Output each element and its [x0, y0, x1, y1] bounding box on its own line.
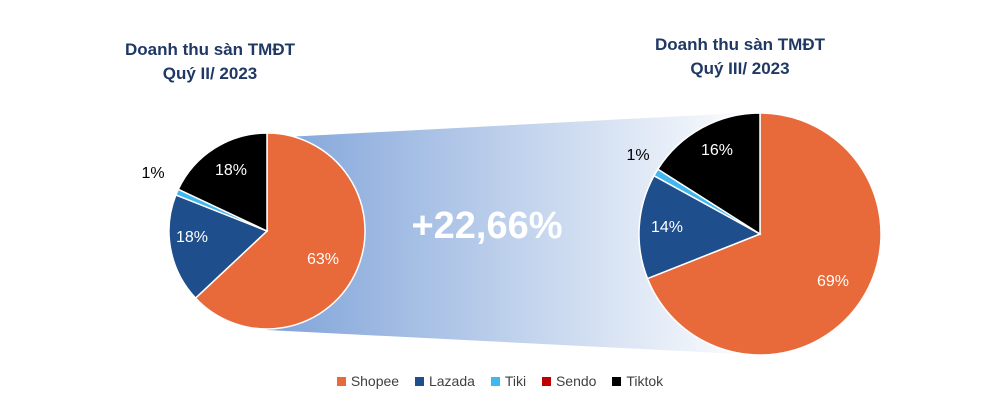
pie-slice-lazada: [638, 174, 762, 280]
chart-legend: Shopee Lazada Tiki Sendo Tiktok: [0, 373, 1000, 389]
data-label-shopee: 69%: [817, 273, 849, 290]
growth-label: +22,66%: [411, 205, 562, 247]
chart-subtitle-line: Quý II/ 2023: [162, 64, 258, 83]
pie-slice-lazada: [168, 193, 269, 300]
legend-swatch: [336, 377, 346, 386]
growth-band: [267, 112, 760, 355]
data-label-tiki: 1%: [141, 165, 164, 182]
chart-title-q2: Doanh thu sàn TMĐT Quý II/ 2023: [110, 38, 310, 86]
chart-title-line: Doanh thu sàn TMĐT: [655, 35, 825, 54]
pie-chart-q3: 69% 14% 1% 16%: [626, 112, 882, 356]
legend-item-tiki: Tiki: [490, 373, 527, 389]
data-label-tiktok: 18%: [215, 162, 247, 179]
legend-swatch: [490, 377, 500, 386]
legend-item-sendo: Sendo: [541, 373, 597, 389]
legend-label: Sendo: [555, 373, 597, 389]
chart-title-line: Doanh thu sàn TMĐT: [125, 40, 295, 59]
pie-slice-tiktok: [656, 112, 761, 236]
legend-swatch: [541, 377, 551, 386]
legend-item-tiktok: Tiktok: [612, 373, 663, 389]
legend-item-shopee: Shopee: [336, 373, 400, 389]
legend-swatch: [612, 377, 622, 386]
data-label-lazada: 18%: [176, 229, 208, 246]
chart-title-q3: Doanh thu sàn TMĐT Quý III/ 2023: [600, 33, 880, 81]
data-label-lazada: 14%: [651, 219, 683, 236]
pie-slice-tiktok: [177, 132, 268, 233]
data-label-tiktok: 16%: [701, 142, 733, 159]
legend-label: Shopee: [350, 373, 400, 389]
legend-label: Lazada: [428, 373, 475, 389]
data-label-tiki: 1%: [626, 147, 649, 164]
pie-slice-shopee: [194, 132, 366, 330]
pie-slice-shopee: [646, 112, 882, 356]
chart-subtitle-line: Quý III/ 2023: [690, 59, 790, 78]
legend-swatch: [414, 377, 424, 386]
legend-item-lazada: Lazada: [414, 373, 475, 389]
legend-label: Tiki: [504, 373, 527, 389]
legend-label: Tiktok: [626, 373, 664, 389]
data-label-shopee: 63%: [307, 251, 339, 268]
pie-chart-q2: 63% 18% 1% 18%: [141, 132, 366, 330]
